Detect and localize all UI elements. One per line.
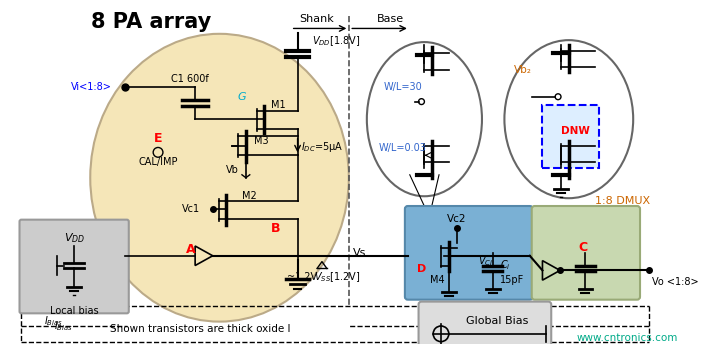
Text: 8 PA array: 8 PA array — [91, 11, 211, 32]
Text: Vc2: Vc2 — [447, 214, 466, 224]
Text: Vo <1:8>: Vo <1:8> — [652, 277, 698, 287]
Text: G: G — [238, 92, 246, 102]
Text: D: D — [417, 264, 426, 275]
FancyBboxPatch shape — [419, 302, 551, 348]
Text: $I_{DC}$=5μA: $I_{DC}$=5μA — [301, 141, 344, 155]
Text: www.cntronics.com: www.cntronics.com — [577, 333, 678, 343]
Text: $V_{DD}$[1.8V]: $V_{DD}$[1.8V] — [312, 34, 360, 48]
Text: W/L=30: W/L=30 — [384, 82, 422, 92]
Text: Vs: Vs — [353, 248, 367, 258]
Text: DNW: DNW — [561, 126, 590, 136]
Text: M1: M1 — [271, 100, 286, 110]
FancyBboxPatch shape — [543, 104, 599, 168]
Text: Vb: Vb — [226, 165, 239, 175]
Text: $V_{DD}$: $V_{DD}$ — [63, 231, 84, 245]
Text: Shown transistors are thick oxide I: Shown transistors are thick oxide I — [110, 324, 290, 334]
Text: B: B — [270, 222, 280, 235]
Text: C1 600f: C1 600f — [171, 74, 209, 84]
Text: M3: M3 — [253, 136, 268, 146]
Text: $I_{Bias}$: $I_{Bias}$ — [54, 319, 73, 333]
FancyBboxPatch shape — [20, 220, 129, 313]
Ellipse shape — [90, 34, 348, 322]
Text: Shank: Shank — [300, 14, 334, 24]
Text: Vc1: Vc1 — [182, 204, 200, 214]
Text: 15pF: 15pF — [500, 275, 524, 285]
Text: E: E — [153, 132, 163, 145]
Text: Base: Base — [377, 14, 404, 24]
Text: C: C — [579, 242, 588, 254]
Text: M2: M2 — [242, 191, 257, 201]
Ellipse shape — [504, 40, 633, 198]
Text: ~1.2V: ~1.2V — [287, 272, 318, 282]
Text: $C_i$: $C_i$ — [500, 259, 510, 272]
Text: $V_{SS}$[1.2V]: $V_{SS}$[1.2V] — [314, 270, 360, 284]
Text: 1:8 DMUX: 1:8 DMUX — [595, 196, 650, 206]
Text: M4: M4 — [429, 275, 444, 285]
Text: $V_{Ci}$: $V_{Ci}$ — [478, 254, 494, 268]
Text: $I_{Bias}$: $I_{Bias}$ — [44, 314, 63, 328]
Text: W/L=0.03: W/L=0.03 — [379, 143, 427, 153]
Text: Vb₂: Vb₂ — [514, 65, 532, 76]
Text: CAL/IMP: CAL/IMP — [138, 157, 178, 167]
Text: Local bias: Local bias — [50, 306, 99, 316]
FancyBboxPatch shape — [405, 206, 533, 300]
Ellipse shape — [367, 42, 482, 196]
Text: A: A — [185, 243, 195, 256]
Text: Global Bias: Global Bias — [466, 316, 529, 326]
FancyBboxPatch shape — [532, 206, 640, 300]
Text: Vi<1:8>: Vi<1:8> — [71, 82, 112, 92]
